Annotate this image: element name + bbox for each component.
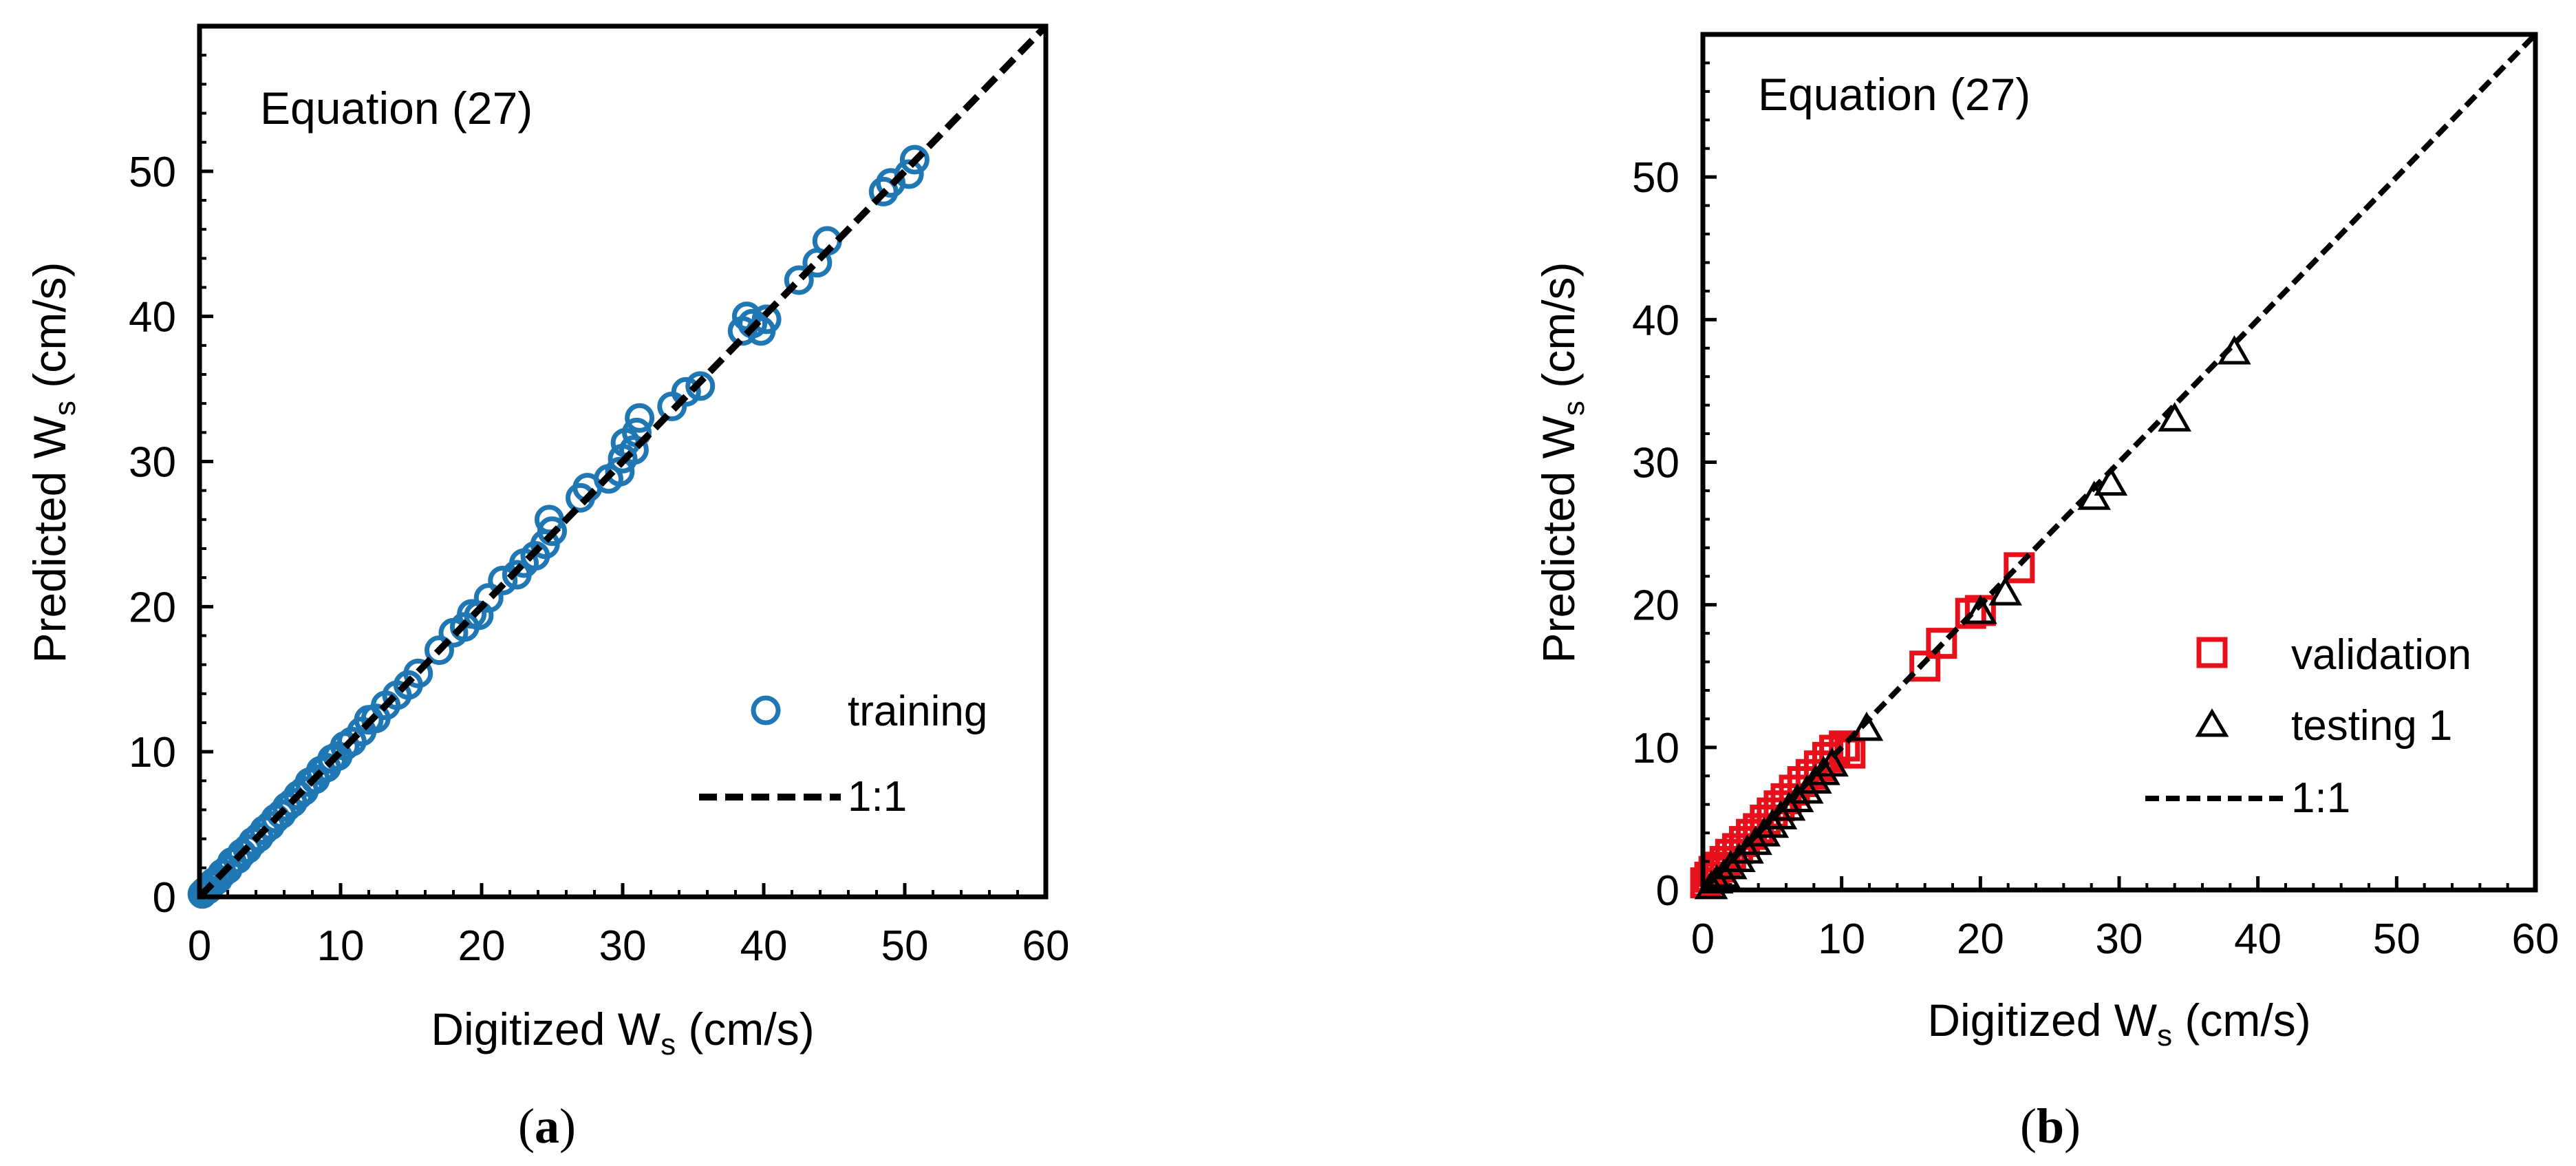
a-point-training [403, 658, 433, 688]
b-x-tick-label: 40 [2234, 915, 2282, 963]
b-y-tick-label: 30 [1632, 440, 1679, 487]
a-point-training [899, 145, 930, 175]
b-legend-testing-label: testing 1 [2291, 702, 2452, 750]
b-point-validation [1829, 730, 1860, 762]
a-point-training [751, 304, 782, 335]
b-legend: validation testing 1 1:1 [2145, 631, 2471, 822]
b-legend-line-label: 1:1 [2291, 774, 2350, 822]
b-x-tick-label: 50 [2373, 915, 2421, 963]
b-point-testing-1 [2158, 402, 2191, 432]
a-legend-line-label: 1:1 [848, 773, 907, 820]
a-x-tick-label: 40 [740, 922, 788, 970]
b-y-tick-label: 40 [1632, 297, 1679, 344]
a-y-tick-label: 50 [129, 149, 176, 196]
a-x-axis-label: Digitized Ws (cm/s) [431, 1004, 814, 1061]
a-y-tick-label: 20 [129, 584, 176, 631]
b-point-testing-1 [1790, 774, 1824, 804]
b-x-tick-label: 10 [1818, 915, 1865, 963]
a-one-to-one-line [197, 23, 1049, 900]
a-x-tick-label: 20 [458, 922, 506, 970]
b-y-tick-label: 0 [1656, 867, 1679, 915]
a-legend: training 1:1 [699, 688, 987, 820]
a-x-tick-label: 60 [1022, 922, 1070, 970]
b-legend-validation-label: validation [2291, 631, 2471, 679]
b-y-axis-label: Predicted Ws (cm/s) [1533, 262, 1591, 663]
b-point-testing-1 [1807, 756, 1840, 785]
b-point-testing-1 [1988, 576, 2022, 606]
a-point-training [473, 583, 504, 613]
b-point-validation [2004, 552, 2035, 584]
b-point-validation [1909, 650, 1941, 682]
b-point-testing-1 [1849, 711, 1884, 741]
a-y-tick-label: 10 [129, 729, 176, 776]
b-point-validation [1926, 628, 1957, 659]
b-x-tick-label: 60 [2512, 915, 2559, 963]
b-y-tick-label: 10 [1632, 725, 1679, 772]
a-legend-training-label: training [848, 688, 987, 735]
b-panel-title: Equation (27) [1758, 69, 2030, 120]
a-point-training [685, 371, 716, 401]
a-point-training [738, 308, 768, 339]
b-one-to-one-line [1701, 32, 2537, 892]
a-point-training [784, 265, 814, 295]
a-point-training [534, 505, 564, 535]
a-point-training [894, 159, 924, 189]
a-y-tick-label: 40 [129, 294, 176, 341]
a-y-tick-label: 0 [153, 874, 176, 922]
b-point-testing-1 [2094, 466, 2128, 496]
b-point-validation [1955, 597, 1986, 629]
a-legend-training-marker [751, 695, 781, 725]
a-point-training [619, 435, 649, 465]
b-legend-validation-marker [2196, 637, 2228, 668]
a-point-training [625, 403, 655, 433]
a-x-tick-label: 0 [188, 922, 211, 970]
a-point-training [488, 565, 518, 595]
b-x-tick-label: 0 [1691, 915, 1715, 963]
a-point-training [537, 516, 567, 547]
a-point-training [605, 456, 635, 487]
a-point-training [671, 377, 701, 407]
panel-a: 0 10 20 30 40 50 60 0 10 20 30 40 50 Equation (27) t… [24, 23, 1070, 1154]
b-point-testing-1 [1763, 800, 1798, 829]
b-y-tick-label: 20 [1632, 582, 1679, 630]
a-panel-title: Equation (27) [260, 83, 533, 134]
b-point-testing-1 [1747, 817, 1781, 847]
a-x-tick-label: 50 [881, 922, 929, 970]
a-caption: (a) [518, 1099, 576, 1154]
b-point-testing-1 [1964, 594, 1997, 624]
b-x-tick-label: 20 [1957, 915, 2004, 963]
panel-b: 0 10 20 30 40 50 60 0 10 20 30 40 50 Equation (27) v… [1533, 32, 2559, 1154]
a-x-tick-label: 10 [317, 922, 365, 970]
a-x-tick-label: 30 [599, 922, 647, 970]
b-x-axis-label: Digitized Ws (cm/s) [1927, 995, 2310, 1052]
a-y-axis-label: Predicted Ws (cm/s) [24, 262, 82, 663]
b-caption: (b) [2020, 1099, 2081, 1154]
a-point-training [425, 635, 454, 666]
b-x-tick-label: 30 [2096, 915, 2143, 963]
a-y-tick-label: 30 [129, 439, 176, 487]
b-legend-testing-marker [2195, 708, 2229, 737]
b-y-tick-label: 50 [1632, 154, 1679, 202]
